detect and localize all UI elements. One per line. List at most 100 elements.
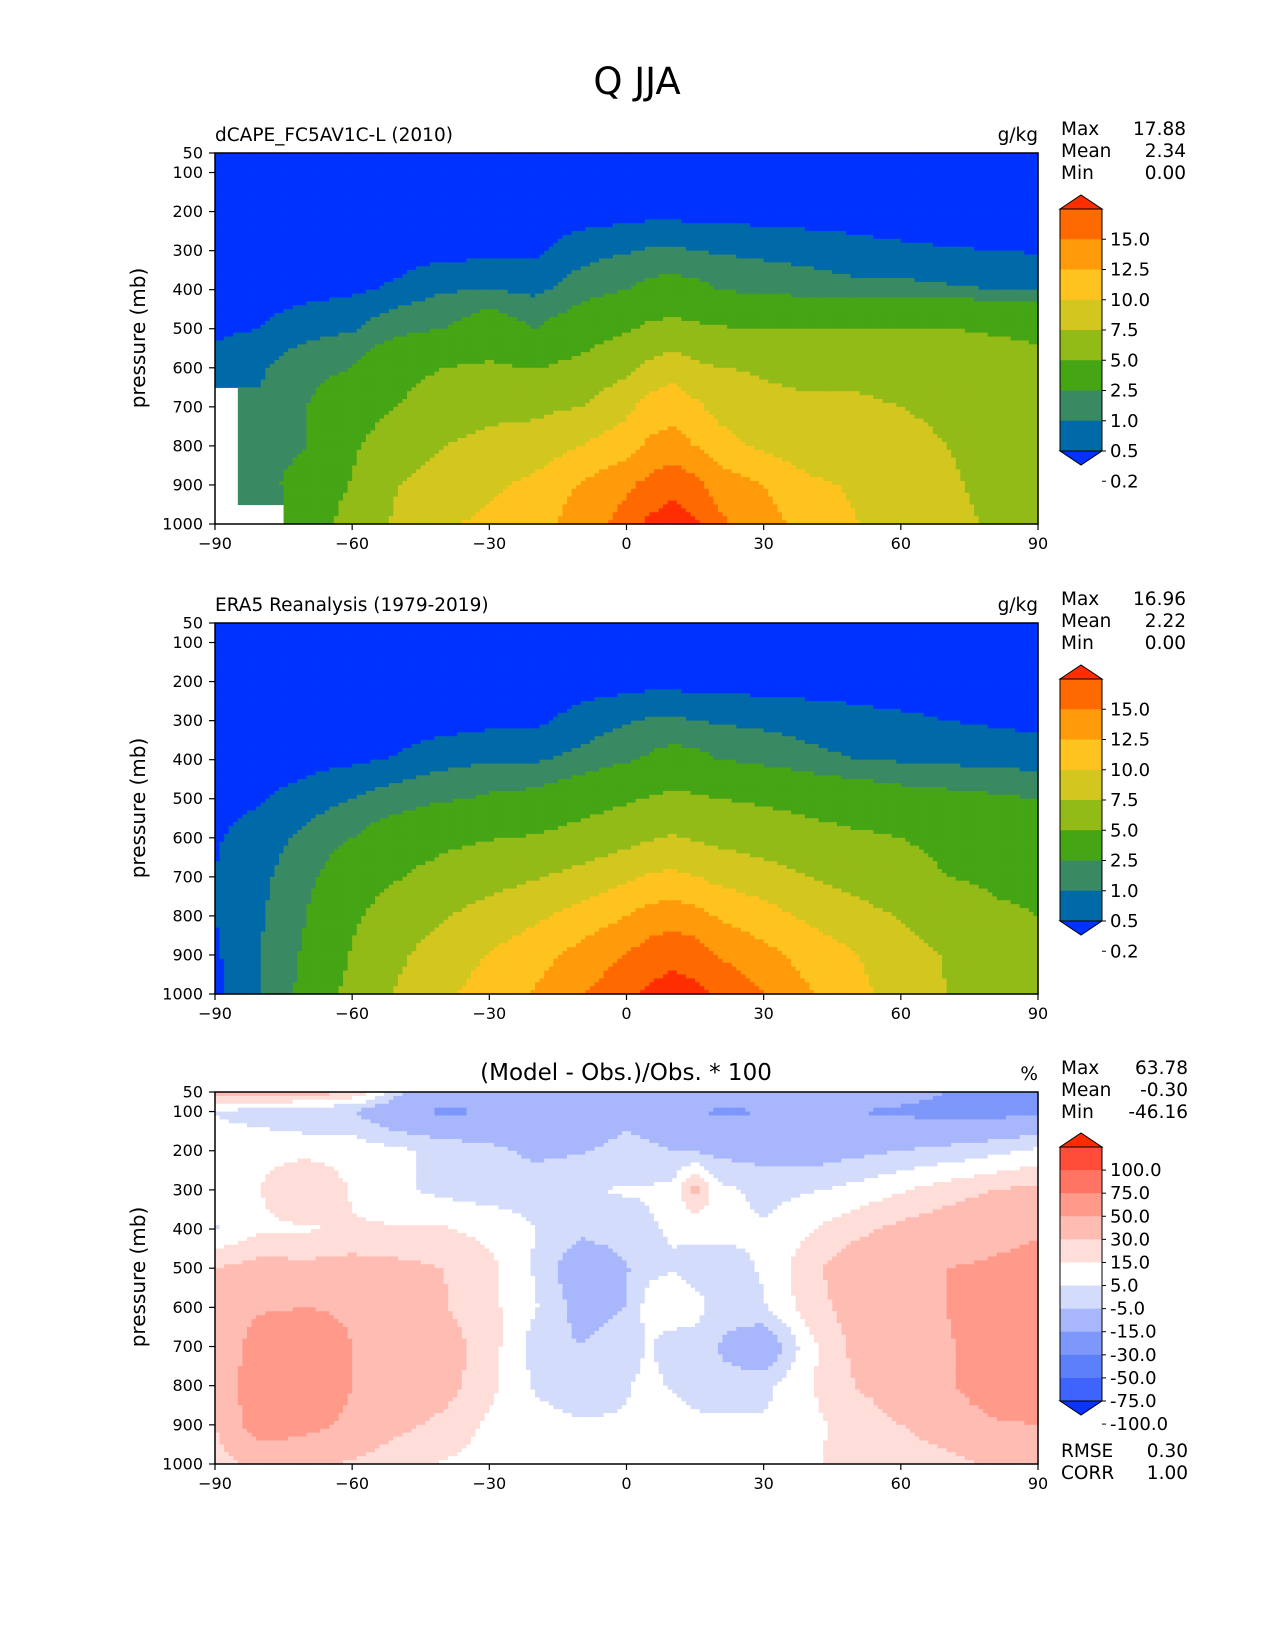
field-cell bbox=[215, 161, 220, 166]
field-cell bbox=[334, 157, 339, 162]
field-cell bbox=[672, 165, 677, 170]
field-cell bbox=[233, 161, 238, 166]
field-cell bbox=[723, 161, 728, 166]
field-cell bbox=[791, 165, 796, 170]
field-cell bbox=[398, 165, 403, 170]
field-cell bbox=[659, 165, 664, 170]
field-cell bbox=[412, 165, 417, 170]
field-cell bbox=[329, 157, 334, 162]
field-cell bbox=[480, 165, 485, 170]
field-cell bbox=[288, 165, 293, 170]
field-cell bbox=[828, 165, 833, 170]
field-cell bbox=[558, 161, 563, 166]
field-cell bbox=[773, 165, 778, 170]
field-cell bbox=[851, 165, 856, 170]
field-cell bbox=[988, 161, 993, 166]
field-cell bbox=[640, 157, 645, 162]
field-cell bbox=[713, 157, 718, 162]
field-cell bbox=[311, 165, 316, 170]
field-cell bbox=[412, 169, 417, 174]
field-cell bbox=[329, 165, 334, 170]
field-cell bbox=[270, 161, 275, 166]
field-cell bbox=[713, 165, 718, 170]
field-cell bbox=[476, 169, 481, 174]
field-cell bbox=[476, 165, 481, 170]
field-cell bbox=[338, 161, 343, 166]
field-cell bbox=[306, 169, 311, 174]
field-cell bbox=[549, 157, 554, 162]
field-cell bbox=[444, 161, 449, 166]
field-cell bbox=[997, 161, 1002, 166]
field-cell bbox=[302, 169, 307, 174]
field-cell bbox=[791, 161, 796, 166]
field-cell bbox=[997, 165, 1002, 170]
field-cell bbox=[837, 157, 842, 162]
field-cell bbox=[983, 157, 988, 162]
field-cell bbox=[919, 165, 924, 170]
field-cell bbox=[284, 169, 289, 174]
field-cell bbox=[910, 165, 915, 170]
field-cell bbox=[402, 157, 407, 162]
field-cell bbox=[233, 157, 238, 162]
field-cell bbox=[462, 169, 467, 174]
field-cell bbox=[402, 169, 407, 174]
field-cell bbox=[604, 165, 609, 170]
field-cell bbox=[928, 157, 933, 162]
field-cell bbox=[517, 157, 522, 162]
field-cell bbox=[910, 157, 915, 162]
field-cell bbox=[869, 157, 874, 162]
field-cell bbox=[361, 165, 366, 170]
field-cell bbox=[530, 157, 535, 162]
field-cell bbox=[279, 165, 284, 170]
field-cell bbox=[494, 157, 499, 162]
field-cell bbox=[677, 157, 682, 162]
field-cell bbox=[572, 169, 577, 174]
field-cell bbox=[805, 165, 810, 170]
field-cell bbox=[439, 165, 444, 170]
field-cell bbox=[974, 161, 979, 166]
field-cell bbox=[485, 161, 490, 166]
field-cell bbox=[485, 157, 490, 162]
field-cell bbox=[293, 161, 298, 166]
field-cell bbox=[640, 161, 645, 166]
field-cell bbox=[654, 157, 659, 162]
field-cell bbox=[905, 157, 910, 162]
field-cell bbox=[782, 157, 787, 162]
field-cell bbox=[357, 157, 362, 162]
field-cell bbox=[297, 169, 302, 174]
field-cell bbox=[311, 169, 316, 174]
field-cell bbox=[553, 161, 558, 166]
field-cell bbox=[448, 157, 453, 162]
field-cell bbox=[636, 157, 641, 162]
field-cell bbox=[338, 157, 343, 162]
field-cell bbox=[279, 169, 284, 174]
field-cell bbox=[498, 157, 503, 162]
field-cell bbox=[860, 161, 865, 166]
field-cell bbox=[526, 165, 531, 170]
field-cell bbox=[553, 165, 558, 170]
field-cell bbox=[668, 161, 673, 166]
field-cell bbox=[370, 161, 375, 166]
field-cell bbox=[604, 161, 609, 166]
field-cell bbox=[974, 157, 979, 162]
field-cell bbox=[329, 161, 334, 166]
field-cell bbox=[421, 157, 426, 162]
field-cell bbox=[796, 157, 801, 162]
field-cell bbox=[855, 165, 860, 170]
field-cell bbox=[425, 161, 430, 166]
field-cell bbox=[412, 157, 417, 162]
field-cell bbox=[1029, 161, 1034, 166]
field-cell bbox=[604, 157, 609, 162]
field-cell bbox=[979, 161, 984, 166]
field-cell bbox=[380, 169, 385, 174]
field-cell bbox=[681, 157, 686, 162]
field-cell bbox=[796, 161, 801, 166]
field-cell bbox=[370, 157, 375, 162]
field-cell bbox=[540, 165, 545, 170]
field-cell bbox=[764, 161, 769, 166]
field-cell bbox=[416, 157, 421, 162]
field-cell bbox=[293, 157, 298, 162]
field-cell bbox=[498, 161, 503, 166]
field-cell bbox=[755, 165, 760, 170]
field-cell bbox=[585, 165, 590, 170]
